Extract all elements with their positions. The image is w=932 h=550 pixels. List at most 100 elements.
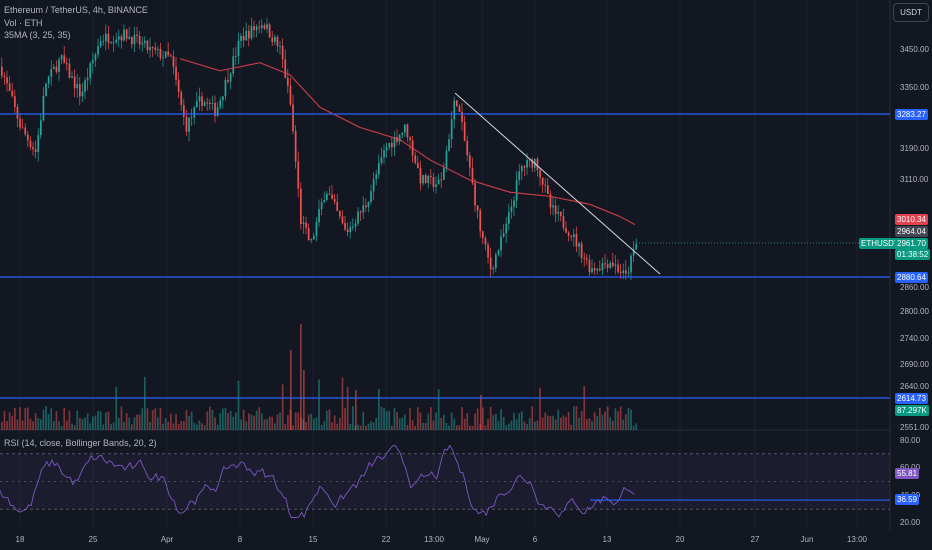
candle-body [617, 264, 619, 272]
volume-bar [489, 406, 492, 430]
candle-body [414, 155, 417, 163]
volume-spike [355, 390, 357, 430]
volume-bar [76, 410, 79, 430]
candle-body [162, 57, 164, 59]
countdown-badge: 01:38:52 [895, 249, 931, 260]
volume-bar [219, 413, 222, 430]
candle-body [110, 42, 112, 44]
candle-body [536, 158, 539, 170]
volume-bar [573, 406, 575, 430]
candle-body [614, 264, 617, 266]
candle-body [375, 174, 378, 180]
volume-bar [99, 411, 102, 430]
moving-average [179, 58, 636, 226]
volume-bar [515, 419, 518, 430]
price-tick: 2640.00 [900, 382, 929, 391]
date-label: Apr [160, 535, 174, 544]
candle-body [115, 39, 118, 43]
volume-bar [502, 416, 505, 430]
candle-body [224, 80, 227, 97]
candle-body [383, 150, 385, 158]
candle-body [3, 75, 6, 78]
candle-body [367, 202, 370, 208]
volume-bar [242, 409, 245, 430]
volume-bar [554, 419, 557, 430]
volume-bar [612, 420, 614, 430]
candle-body [185, 116, 188, 132]
candle-body [424, 175, 427, 184]
volume-bar [154, 408, 157, 430]
volume-badge: 87.297K [895, 405, 929, 416]
candle-body [58, 59, 60, 72]
candle-body [401, 132, 404, 135]
volume-bar [328, 409, 331, 430]
candle-body [125, 29, 128, 39]
candle-body [385, 147, 388, 151]
candle-body [40, 120, 42, 136]
volume-bar [513, 412, 515, 430]
candle-body [388, 142, 391, 148]
candle-body [42, 95, 45, 121]
date-label: 13:00 [423, 535, 445, 544]
volume-bar [71, 423, 73, 430]
candle-body [1, 66, 3, 76]
volume-bar [617, 411, 619, 430]
candle-body [105, 33, 107, 42]
candle-body [211, 102, 214, 104]
volume-bar [627, 407, 630, 430]
candle-body [146, 40, 149, 51]
candle-body [417, 162, 419, 169]
candle-body [404, 124, 406, 133]
candle-body [81, 91, 84, 97]
candle-body [466, 140, 469, 156]
candle-body [79, 84, 81, 97]
volume-bar [333, 415, 336, 430]
volume-bar [125, 413, 128, 430]
volume-bar [567, 412, 570, 430]
candle-body [474, 183, 476, 206]
volume-bars [1, 324, 638, 430]
candle-body [71, 76, 73, 78]
candle-body [430, 175, 432, 178]
volume-bar [211, 409, 214, 430]
volume-spike [300, 324, 302, 430]
volume-bar [263, 419, 266, 430]
candle-body [456, 100, 458, 107]
candle-body [227, 80, 229, 82]
volume-bar [471, 425, 474, 430]
volume-spike [480, 395, 482, 430]
candle-body [159, 48, 162, 59]
date-label: 13 [602, 535, 612, 544]
candle-body [138, 35, 141, 45]
candle-body [305, 222, 307, 228]
candle-body [596, 268, 599, 271]
volume-bar [274, 423, 276, 430]
volume-bar [146, 408, 149, 430]
candle-body [518, 171, 521, 180]
support-price-badge: 2880.64 [895, 272, 928, 283]
volume-bar [591, 421, 593, 430]
candle-body [172, 56, 175, 67]
candle-body [341, 216, 344, 224]
volume-bar [422, 422, 424, 430]
candle-body [16, 106, 19, 119]
candle-body [461, 111, 463, 123]
volume-bar [68, 410, 71, 430]
volume-bar [508, 423, 510, 430]
candle-body [344, 223, 346, 230]
volume-bar [523, 421, 526, 430]
candle-body [237, 40, 240, 56]
volume-bar [115, 386, 118, 430]
currency-button[interactable]: USDT [893, 3, 929, 22]
candle-body [570, 235, 573, 238]
candle-body [245, 30, 248, 41]
candle-body [354, 223, 357, 227]
candle-body [19, 118, 21, 128]
candle-body [515, 179, 518, 201]
volume-bar [411, 420, 414, 430]
price-tick: 2860.00 [900, 283, 929, 292]
candle-body [440, 179, 443, 181]
candle-body [193, 107, 196, 118]
candle-body [32, 147, 34, 150]
